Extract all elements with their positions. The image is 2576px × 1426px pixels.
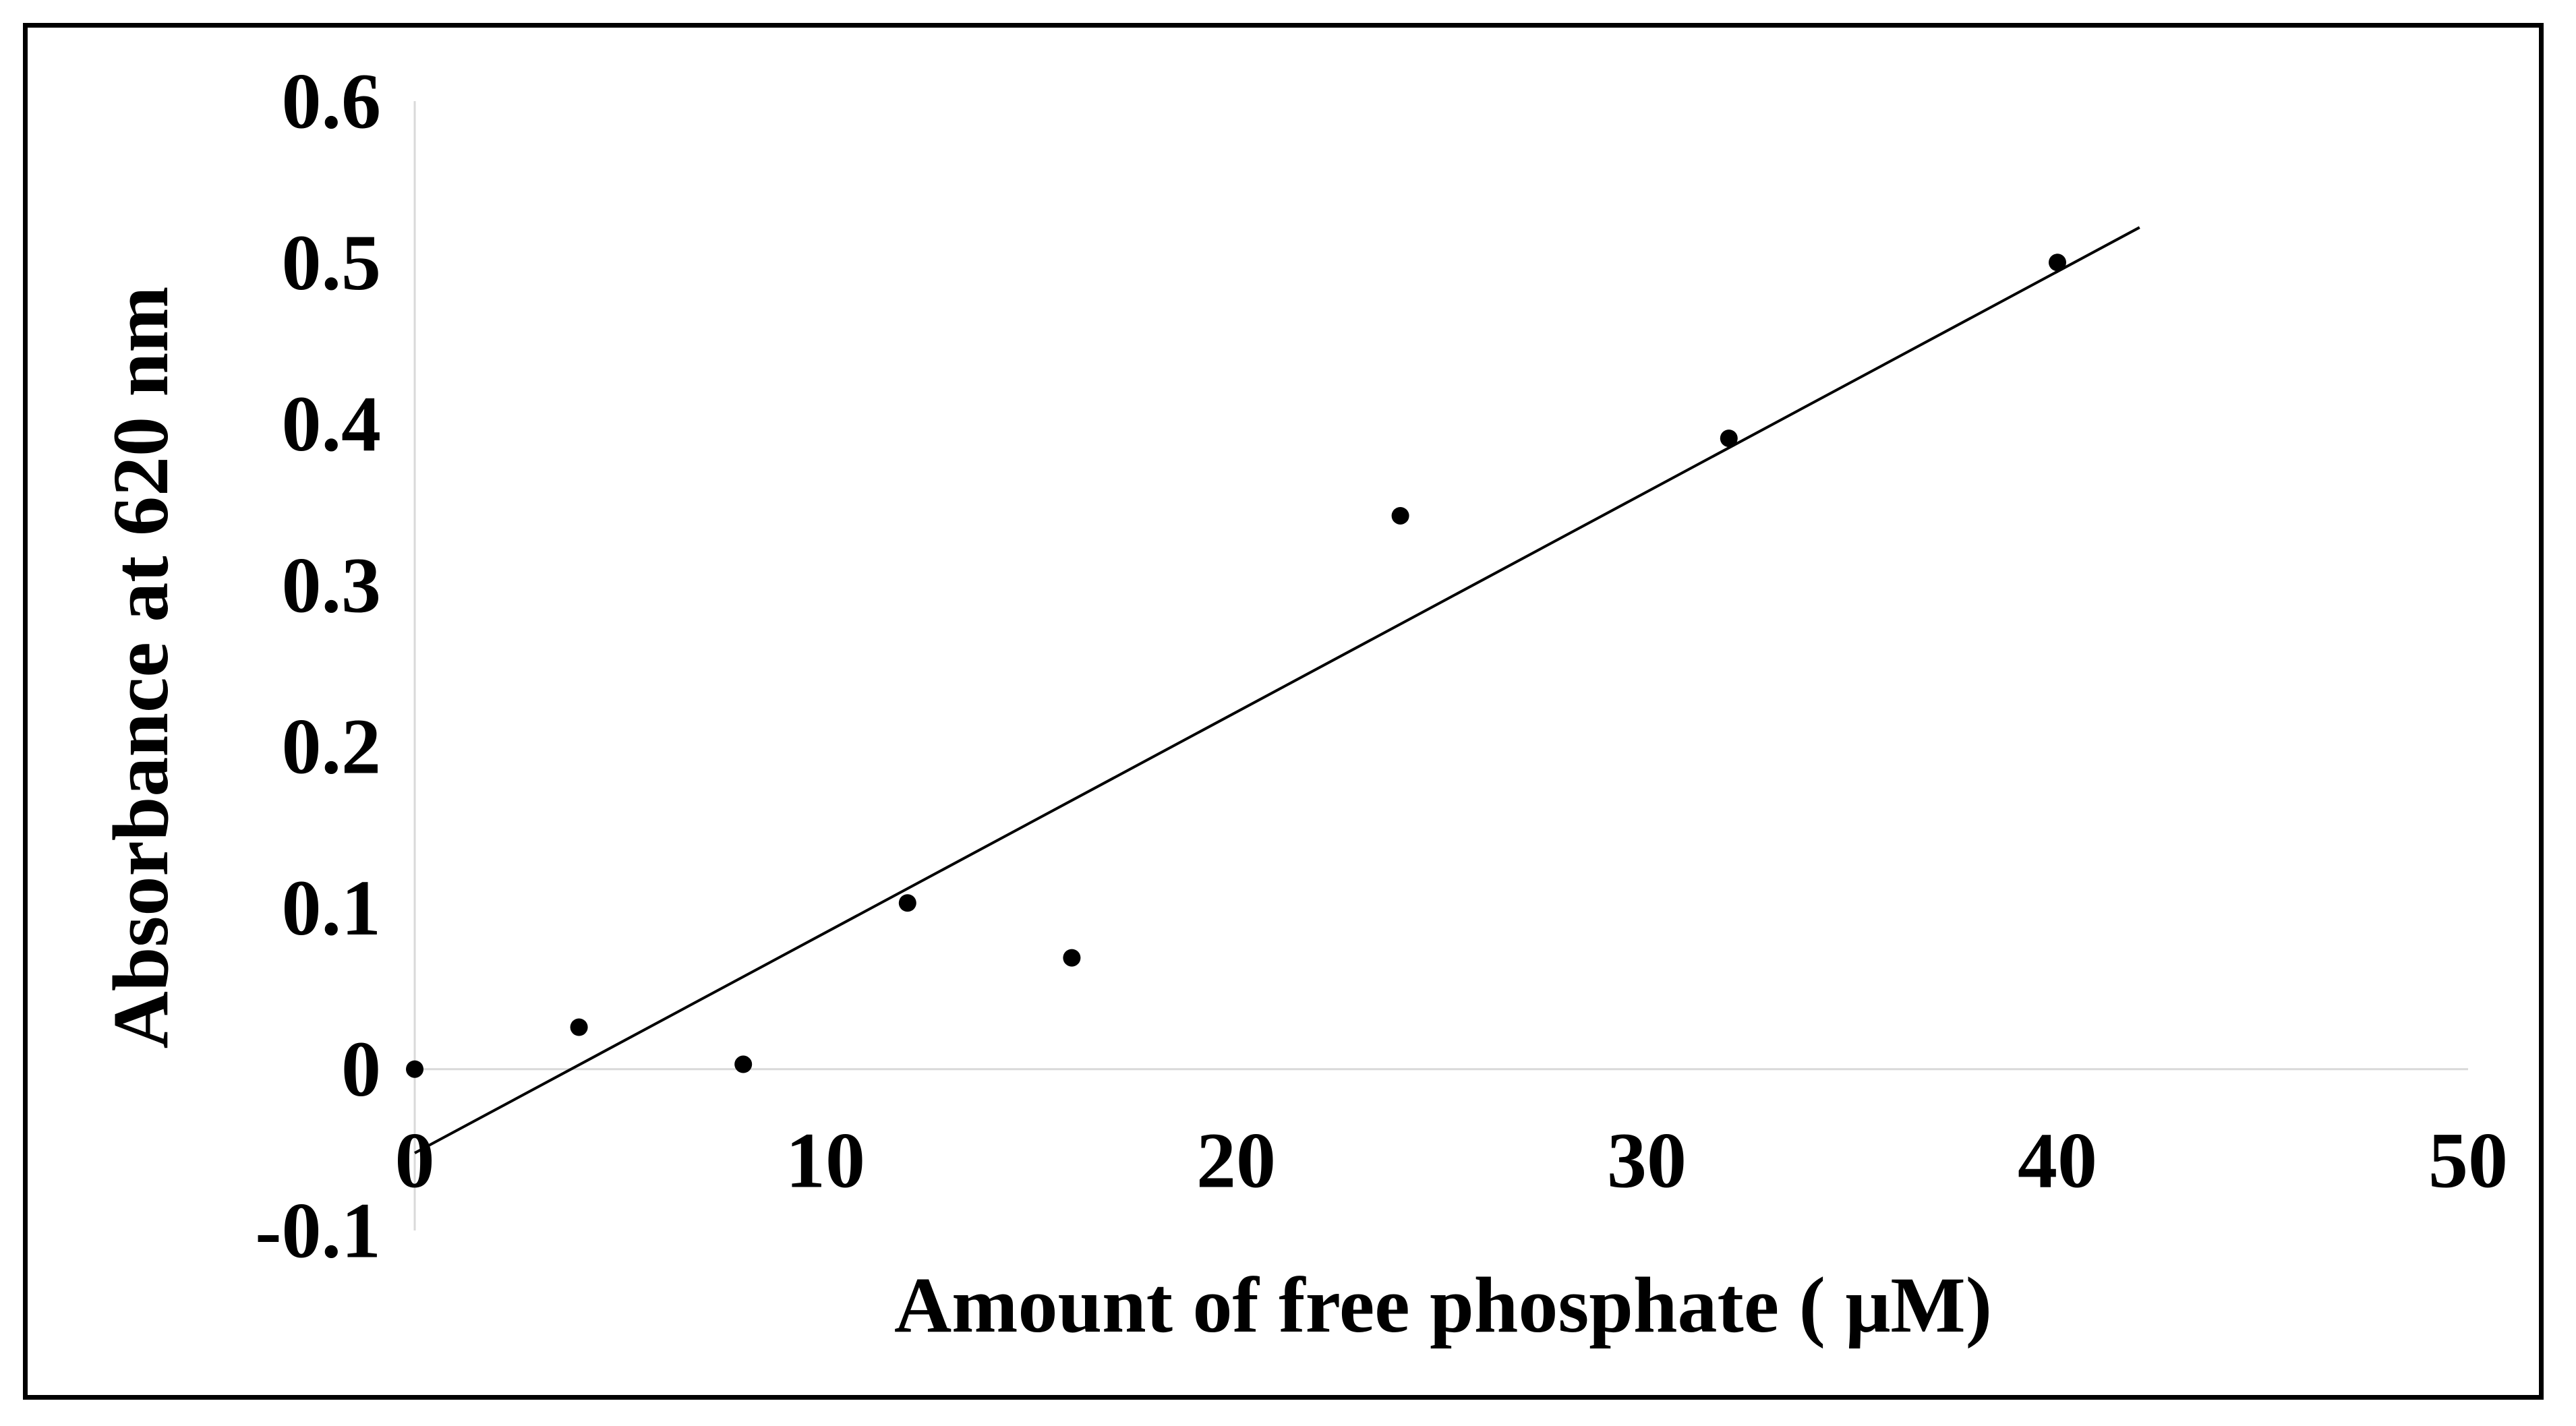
y-tick-label: 0.4 — [282, 380, 382, 468]
data-point — [898, 894, 916, 912]
data-point — [1063, 949, 1081, 967]
data-point — [570, 1018, 588, 1036]
data-point — [1391, 506, 1409, 525]
data-point — [406, 1060, 423, 1078]
x-axis-title: Amount of free phosphate ( μM) — [894, 1261, 1992, 1349]
trendline — [414, 226, 2140, 1154]
y-tick-label: 0.1 — [282, 864, 382, 952]
x-tick-label: 20 — [1196, 1117, 1276, 1205]
x-tick-label: 0 — [395, 1117, 435, 1205]
y-tick-label: -0.1 — [255, 1187, 381, 1275]
data-point — [734, 1055, 753, 1073]
y-tick-label: 0.2 — [282, 703, 382, 791]
y-tick-label: 0.5 — [282, 218, 382, 307]
x-tick-label: 50 — [2428, 1117, 2508, 1205]
x-tick-labels: 0 10 20 30 40 50 — [395, 1117, 2509, 1205]
data-point — [2049, 254, 2066, 272]
data-points — [406, 254, 2066, 1078]
x-tick-label: 10 — [786, 1117, 865, 1205]
y-tick-label: 0.3 — [282, 541, 382, 629]
data-point — [1720, 429, 1738, 448]
chart-frame — [23, 23, 2544, 1400]
x-tick-label: 30 — [1607, 1117, 1687, 1205]
y-tick-label: 0.6 — [282, 57, 382, 146]
y-tick-labels: 0.6 0.5 0.4 0.3 0.2 0.1 0 -0.1 — [255, 57, 381, 1275]
y-axis-title: Absorbance at 620 nm — [96, 287, 185, 1049]
y-tick-label: 0 — [341, 1025, 381, 1113]
x-tick-label: 40 — [2018, 1117, 2097, 1205]
